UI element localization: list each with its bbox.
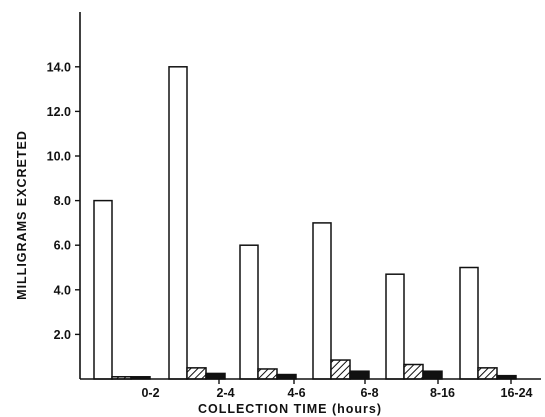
bar-open-8-16 (385, 273, 405, 380)
x-tick-label: 2-4 (216, 386, 234, 400)
y-tick-label: 14.0 (47, 60, 71, 74)
x-tick-label: 6-8 (360, 386, 378, 400)
bar-solid-6-8 (349, 370, 370, 380)
y-tick-label: 6.0 (54, 239, 71, 253)
bar-open-2-4 (168, 66, 188, 380)
bar-hatched-2-4 (186, 367, 207, 380)
x-tick-label: 4-6 (287, 386, 305, 400)
y-axis-title: MILLIGRAMS EXCRETED (15, 130, 29, 300)
y-tick-label: 8.0 (54, 194, 71, 208)
bar-hatched-6-8 (330, 359, 351, 380)
y-tick-label: 4.0 (54, 283, 71, 297)
x-tick-label: 0-2 (141, 386, 159, 400)
x-tick-label: 8-16 (430, 386, 455, 400)
y-tick-label: 12.0 (47, 105, 71, 119)
bar-open-0-2 (93, 199, 113, 380)
y-tick-label: 2.0 (54, 328, 71, 342)
bar-hatched-8-16 (403, 363, 424, 380)
bar-solid-2-4 (205, 372, 226, 380)
bar-open-16-24 (459, 266, 479, 380)
bar-solid-8-16 (422, 370, 443, 380)
x-tick-label: 16-24 (501, 386, 533, 400)
y-tick-label: 10.0 (47, 150, 71, 164)
bar-hatched-4-6 (257, 368, 278, 380)
x-axis-title: COLLECTION TIME (hours) (198, 402, 382, 416)
bar-open-4-6 (239, 244, 259, 380)
bar-open-6-8 (312, 222, 332, 380)
bar-hatched-16-24 (477, 367, 498, 380)
